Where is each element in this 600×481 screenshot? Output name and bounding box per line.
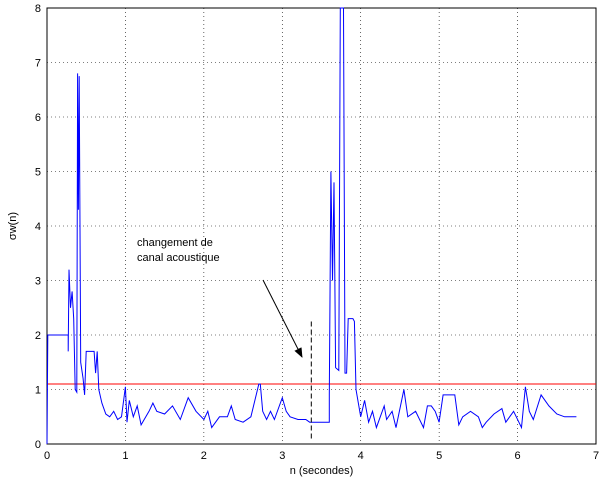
y-tick-label: 1: [35, 385, 41, 397]
annotation-arrow: [262, 279, 303, 358]
x-axis-label: n (secondes): [290, 465, 354, 477]
x-tick-label: 4: [358, 450, 364, 462]
x-tick-label: 6: [515, 450, 521, 462]
y-tick-label: 3: [35, 276, 41, 288]
y-tick-label: 0: [35, 439, 41, 451]
data-line: [46, 7, 577, 445]
y-tick-label: 7: [35, 58, 41, 70]
x-tick-label: 3: [279, 450, 285, 462]
y-tick-label: 5: [35, 167, 41, 179]
y-axis-label: σw(n): [7, 212, 19, 240]
annotation: changement de: [137, 237, 213, 249]
x-tick-label: 7: [593, 450, 599, 462]
y-tick-label: 2: [35, 330, 41, 342]
plot-frame: [46, 7, 597, 445]
y-tick-label: 4: [35, 221, 41, 233]
x-tick-label: 5: [436, 450, 442, 462]
x-tick-label: 1: [122, 450, 128, 462]
x-tick-label: 0: [44, 450, 50, 462]
x-tick-label: 2: [201, 450, 207, 462]
annotation: canal acoustique: [137, 252, 220, 264]
y-tick-label: 8: [35, 3, 41, 15]
y-tick-label: 6: [35, 112, 41, 124]
